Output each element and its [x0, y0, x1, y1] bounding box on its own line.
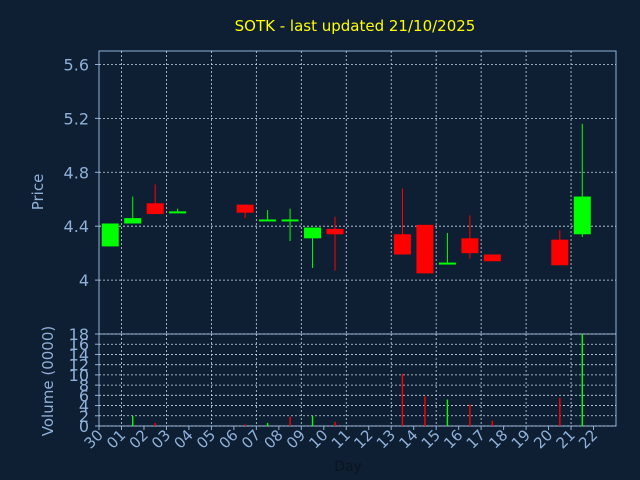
volume-bar-21 — [581, 334, 583, 426]
volume-tick-label: 8 — [79, 376, 89, 395]
volume-tick-label: 12 — [69, 356, 89, 375]
candle-body — [304, 227, 322, 239]
candle-body — [326, 228, 344, 235]
candle-15 — [438, 232, 456, 265]
candle-01 — [124, 196, 142, 224]
candle-body — [393, 234, 411, 255]
candle-14 — [416, 224, 434, 274]
volume-grid — [98, 333, 617, 427]
price-tick-label: 5.6 — [64, 55, 89, 74]
candle-body — [573, 196, 591, 235]
price-axis-label: Price — [29, 174, 47, 211]
x-tick-label: 22 — [575, 426, 601, 452]
volume-bar-09 — [311, 415, 314, 426]
candle-10 — [326, 216, 344, 271]
volume-axis-label: Volume (0000) — [39, 326, 57, 436]
volume-bar-17 — [491, 420, 494, 426]
volume-bar-10 — [334, 421, 336, 426]
candle-13 — [393, 188, 411, 255]
volume-tick-label: 16 — [69, 335, 89, 354]
candle-30 — [101, 223, 119, 247]
volume-tick-label: 4 — [79, 397, 89, 416]
candle-body — [259, 219, 277, 222]
candle-07 — [259, 210, 277, 222]
candle-body — [551, 239, 569, 266]
x-axis-label: Day — [334, 459, 362, 475]
volume-bar-01 — [132, 415, 134, 426]
candle-body — [101, 223, 119, 247]
price-axis: 4 4.4 4.8 5.2 5.6 — [64, 55, 99, 290]
volume-bar-16 — [469, 404, 471, 426]
x-axis: 3001020304050607080910111213141516171819… — [81, 426, 601, 452]
candle-body — [169, 211, 187, 214]
price-plot-frame — [98, 50, 617, 335]
candle-09 — [304, 227, 322, 268]
candle-body — [281, 219, 299, 222]
candle-body — [236, 204, 254, 213]
candle-06 — [236, 204, 254, 219]
candle-body — [461, 238, 479, 254]
volume-bar-06 — [244, 424, 246, 426]
volume-bar-15 — [446, 399, 449, 426]
candle-08 — [281, 208, 299, 242]
volume-tick-label: 0 — [79, 417, 89, 436]
price-candles — [101, 123, 591, 274]
candle-body — [416, 224, 434, 274]
candle-16 — [461, 215, 479, 259]
candle-21 — [573, 123, 591, 237]
chart-title: SOTK - last updated 21/10/2025 — [235, 17, 476, 35]
volume-bar-02 — [154, 422, 156, 426]
candle-body — [483, 254, 501, 262]
candle-20 — [551, 230, 569, 266]
price-grid — [98, 50, 617, 335]
candle-body — [124, 218, 142, 224]
price-tick-label: 4.4 — [64, 217, 89, 236]
candle-body — [146, 203, 164, 215]
price-tick-label: 4 — [79, 271, 89, 290]
price-tick-label: 4.8 — [64, 163, 89, 182]
candle-03 — [169, 208, 187, 214]
volume-bars — [132, 334, 583, 426]
volume-bar-07 — [266, 422, 269, 426]
volume-tick-label: 2 — [79, 407, 89, 426]
volume-plot-frame — [98, 333, 617, 427]
candle-17 — [483, 254, 501, 262]
volume-tick-label: 18 — [69, 325, 89, 344]
volume-bar-13 — [401, 373, 404, 426]
price-tick-label: 5.2 — [64, 109, 89, 128]
candle-body — [438, 262, 456, 265]
volume-bar-08 — [289, 416, 291, 426]
volume-bar-20 — [559, 397, 561, 426]
volume-tick-label: 10 — [69, 366, 89, 385]
candle-02 — [146, 184, 164, 215]
volume-tick-label: 6 — [79, 386, 89, 405]
volume-bar-14 — [424, 396, 426, 426]
volume-tick-label: 14 — [69, 345, 89, 364]
